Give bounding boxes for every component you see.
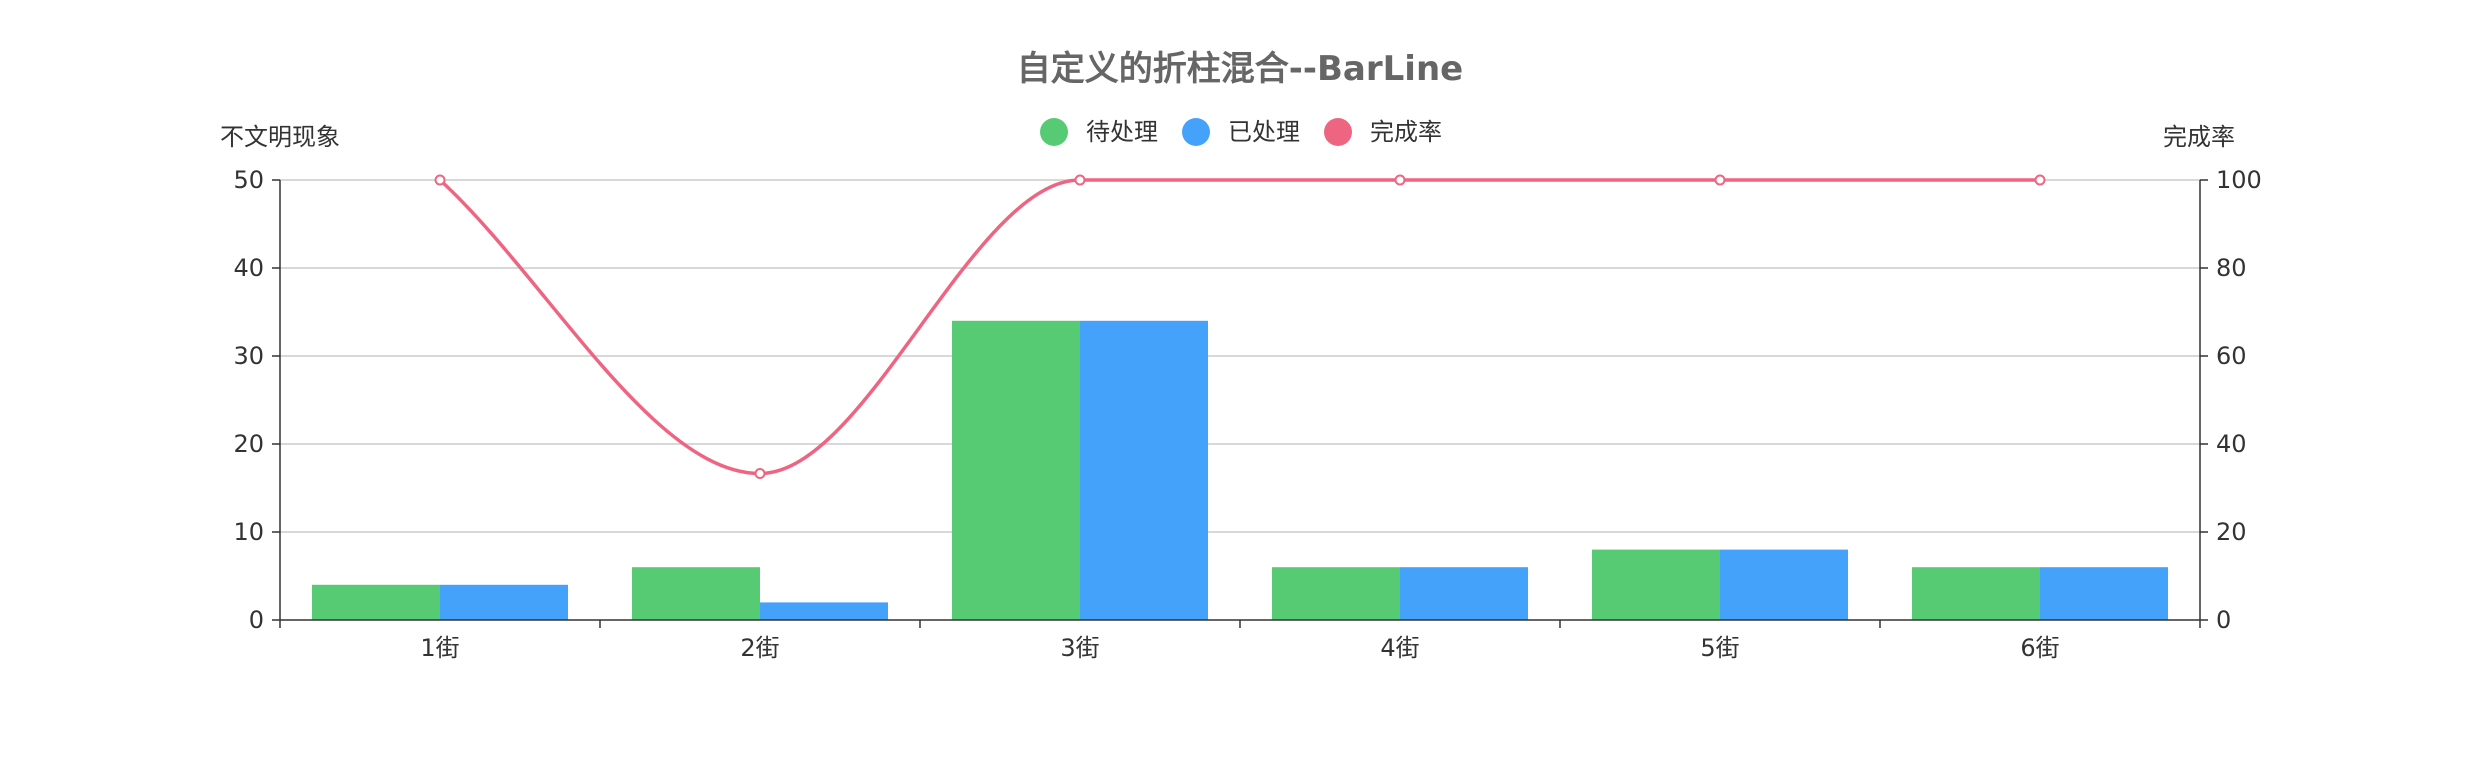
chart-title: 自定义的折柱混合--BarLine bbox=[1017, 49, 1463, 89]
legend-label: 待处理 bbox=[1086, 118, 1158, 146]
y-right-tick-label: 40 bbox=[2216, 430, 2247, 458]
legend-marker bbox=[1040, 118, 1068, 146]
legend[interactable]: 待处理 已处理 完成率 bbox=[1040, 118, 1442, 146]
legend-marker bbox=[1182, 118, 1210, 146]
y-right-tick-label: 80 bbox=[2216, 254, 2247, 282]
y-left-tick-label: 10 bbox=[233, 518, 264, 546]
x-tick-label: 4街 bbox=[1380, 634, 1419, 662]
bar-已处理-3街[interactable] bbox=[1080, 321, 1208, 620]
x-tick-label: 6街 bbox=[2020, 634, 2059, 662]
line-point-1街[interactable] bbox=[436, 176, 445, 185]
x-tick-label: 2街 bbox=[740, 634, 779, 662]
line-point-4街[interactable] bbox=[1396, 176, 1405, 185]
y-left-tick-label: 20 bbox=[233, 430, 264, 458]
bar-待处理-2街[interactable] bbox=[632, 567, 760, 620]
y-left-tick-label: 30 bbox=[233, 342, 264, 370]
legend-marker bbox=[1324, 118, 1352, 146]
line-point-6街[interactable] bbox=[2036, 176, 2045, 185]
line-完成率[interactable] bbox=[440, 180, 2040, 473]
line-point-5街[interactable] bbox=[1716, 176, 1725, 185]
y-left-tick-label: 0 bbox=[249, 606, 264, 634]
bar-已处理-1街[interactable] bbox=[440, 585, 568, 620]
bar-待处理-3街[interactable] bbox=[952, 321, 1080, 620]
line-point-2街[interactable] bbox=[756, 469, 765, 478]
x-tick-label: 3街 bbox=[1060, 634, 1099, 662]
bar-series-group bbox=[312, 321, 2168, 620]
y-axis-left-label: 不文明现象 bbox=[220, 123, 340, 151]
line-point-3街[interactable] bbox=[1076, 176, 1085, 185]
y-left-tick-label: 40 bbox=[233, 254, 264, 282]
bar-待处理-5街[interactable] bbox=[1592, 550, 1720, 620]
y-right-tick-label: 20 bbox=[2216, 518, 2247, 546]
legend-label: 完成率 bbox=[1370, 118, 1442, 146]
y-right-tick-label: 100 bbox=[2216, 166, 2262, 194]
y-right-tick-label: 0 bbox=[2216, 606, 2231, 634]
bar-待处理-1街[interactable] bbox=[312, 585, 440, 620]
bar-待处理-4街[interactable] bbox=[1272, 567, 1400, 620]
x-tick-label: 5街 bbox=[1700, 634, 1739, 662]
bar-已处理-5街[interactable] bbox=[1720, 550, 1848, 620]
bar-待处理-6街[interactable] bbox=[1912, 567, 2040, 620]
legend-item-已处理[interactable]: 已处理 bbox=[1182, 118, 1300, 146]
legend-item-完成率[interactable]: 完成率 bbox=[1324, 118, 1442, 146]
bar-已处理-4街[interactable] bbox=[1400, 567, 1528, 620]
gridlines bbox=[280, 180, 2200, 532]
y-left-tick-label: 50 bbox=[233, 166, 264, 194]
line-series-group bbox=[436, 176, 2045, 478]
x-tick-label: 1街 bbox=[420, 634, 459, 662]
legend-label: 已处理 bbox=[1228, 118, 1300, 146]
bar-已处理-6街[interactable] bbox=[2040, 567, 2168, 620]
bar-已处理-2街[interactable] bbox=[760, 602, 888, 620]
legend-item-待处理[interactable]: 待处理 bbox=[1040, 118, 1158, 146]
y-right-tick-label: 60 bbox=[2216, 342, 2247, 370]
y-axis-right-label: 完成率 bbox=[2163, 123, 2235, 151]
